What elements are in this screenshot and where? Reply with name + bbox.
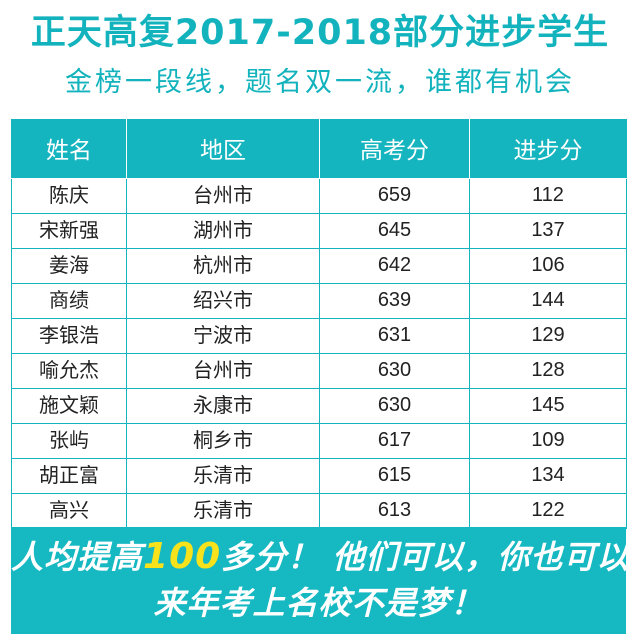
cell-improvement: 134: [469, 457, 627, 494]
cell-region: 乐清市: [126, 457, 320, 494]
cell-score: 617: [319, 422, 470, 459]
table-row: 高兴 乐清市 613 122: [11, 492, 627, 529]
cell-name: 张屿: [11, 422, 127, 459]
banner-line-1: 人均提高100多分！ 他们可以，你也可以！: [11, 535, 640, 579]
cell-region: 乐清市: [126, 492, 320, 529]
cell-score: 613: [319, 492, 470, 529]
cell-improvement: 128: [469, 352, 627, 389]
cell-region: 桐乡市: [126, 422, 320, 459]
cell-score: 642: [319, 247, 470, 284]
cell-improvement: 106: [469, 247, 627, 284]
table-row: 商绩 绍兴市 639 144: [11, 282, 627, 319]
column-header-name: 姓名: [11, 119, 127, 179]
cell-score: 630: [319, 387, 470, 424]
cell-name: 高兴: [11, 492, 127, 529]
cell-name: 陈庆: [11, 177, 127, 214]
banner-line-2: 来年考上名校不是梦！: [153, 584, 484, 622]
cell-score: 615: [319, 457, 470, 494]
cell-name: 宋新强: [11, 212, 127, 249]
table-row: 喻允杰 台州市 630 128: [11, 352, 627, 389]
cell-region: 台州市: [126, 352, 320, 389]
cell-improvement: 144: [469, 282, 627, 319]
table-row: 胡正富 乐清市 615 134: [11, 457, 627, 494]
cell-name: 姜海: [11, 247, 127, 284]
column-header-region: 地区: [126, 119, 320, 179]
cell-region: 台州市: [126, 177, 320, 214]
table-row: 李银浩 宁波市 631 129: [11, 317, 627, 354]
banner-highlight-number: 100: [143, 536, 222, 577]
header: 正天高复2017-2018部分进步学生 金榜一段线，题名双一流，谁都有机会: [0, 0, 640, 118]
cell-improvement: 129: [469, 317, 627, 354]
banner-prefix: 人均提高: [11, 538, 144, 576]
cell-name: 李银浩: [11, 317, 127, 354]
cell-improvement: 137: [469, 212, 627, 249]
cell-region: 绍兴市: [126, 282, 320, 319]
cell-improvement: 122: [469, 492, 627, 529]
banner-suffix: 多分！ 他们可以，你也可以！: [221, 538, 640, 576]
cell-name: 胡正富: [11, 457, 127, 494]
table-row: 姜海 杭州市 642 106: [11, 247, 627, 284]
table-body: 陈庆 台州市 659 112 宋新强 湖州市 645 137 姜海 杭州市 642 106 商绩 绍兴市 6…: [11, 177, 627, 529]
cell-score: 639: [319, 282, 470, 319]
cell-region: 湖州市: [126, 212, 320, 249]
cell-improvement: 145: [469, 387, 627, 424]
cell-name: 商绩: [11, 282, 127, 319]
column-header-score: 高考分: [319, 119, 470, 179]
cell-score: 645: [319, 212, 470, 249]
page-subtitle: 金榜一段线，题名双一流，谁都有机会: [65, 67, 575, 98]
results-table: 姓名 地区 高考分 进步分 陈庆 台州市 659 112 宋新强 湖州市 645 137 姜海杭…: [11, 119, 627, 529]
table-row: 宋新强 湖州市 645 137: [11, 212, 627, 249]
cell-score: 659: [319, 177, 470, 214]
cell-score: 630: [319, 352, 470, 389]
table-row: 陈庆 台州市 659 112: [11, 177, 627, 214]
page-title: 正天高复2017-2018部分进步学生: [30, 13, 610, 53]
column-header-improvement: 进步分: [469, 119, 627, 179]
cell-name: 喻允杰: [11, 352, 127, 389]
table-row: 施文颖 永康市 630 145: [11, 387, 627, 424]
cell-region: 宁波市: [126, 317, 320, 354]
cell-region: 永康市: [126, 387, 320, 424]
cell-improvement: 112: [469, 177, 627, 214]
table-header-row: 姓名 地区 高考分 进步分: [11, 119, 627, 179]
table-row: 张屿 桐乡市 617 109: [11, 422, 627, 459]
cell-region: 杭州市: [126, 247, 320, 284]
cell-score: 631: [319, 317, 470, 354]
cell-name: 施文颖: [11, 387, 127, 424]
cell-improvement: 109: [469, 422, 627, 459]
promo-banner: 人均提高100多分！ 他们可以，你也可以！ 来年考上名校不是梦！: [11, 527, 640, 634]
